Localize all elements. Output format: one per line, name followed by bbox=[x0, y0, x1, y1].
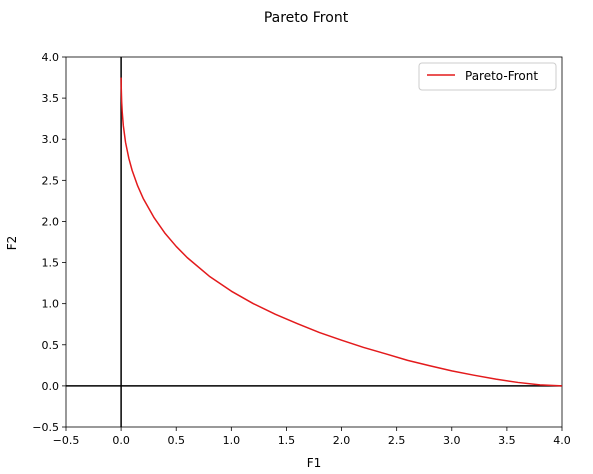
x-tick-label: 1.5 bbox=[278, 434, 296, 447]
y-tick-label: 3.0 bbox=[42, 133, 60, 146]
x-tick-label: −0.5 bbox=[53, 434, 80, 447]
x-axis-ticks: −0.5 0.0 0.5 1.0 1.5 2.0 2.5 3.0 3.5 4.0 bbox=[53, 427, 571, 447]
x-tick-label: 2.0 bbox=[333, 434, 351, 447]
y-axis-ticks: −0.5 0.0 0.5 1.0 1.5 2.0 2.5 3.0 3.5 4.0 bbox=[32, 51, 66, 434]
series-layer bbox=[120, 77, 563, 387]
y-tick-label: 0.0 bbox=[42, 380, 60, 393]
y-tick-label: 4.0 bbox=[42, 51, 60, 64]
chart-title: Pareto Front bbox=[264, 10, 349, 26]
legend: Pareto-Front bbox=[418, 62, 557, 91]
y-tick-label: 2.0 bbox=[42, 215, 60, 228]
x-tick-label: 0.5 bbox=[167, 434, 185, 447]
legend-entry-label: Pareto-Front bbox=[465, 69, 538, 83]
y-tick-label: 1.0 bbox=[42, 298, 60, 311]
x-tick-label: 3.5 bbox=[498, 434, 516, 447]
y-tick-label: 3.5 bbox=[42, 92, 60, 105]
x-axis-label: F1 bbox=[307, 456, 322, 470]
reference-lines bbox=[66, 57, 562, 427]
plot-area-frame bbox=[65, 56, 563, 428]
x-tick-label: 0.0 bbox=[112, 434, 130, 447]
x-tick-label: 4.0 bbox=[553, 434, 571, 447]
legend-box bbox=[418, 62, 557, 91]
y-tick-label: 0.5 bbox=[42, 339, 60, 352]
series-line-pareto-front bbox=[120, 77, 563, 387]
y-axis-label: F2 bbox=[5, 236, 19, 251]
x-tick-label: 1.0 bbox=[223, 434, 241, 447]
y-tick-label: 1.5 bbox=[42, 257, 60, 270]
y-tick-label: 2.5 bbox=[42, 174, 60, 187]
y-tick-label: −0.5 bbox=[32, 421, 59, 434]
x-tick-label: 2.5 bbox=[388, 434, 406, 447]
x-tick-label: 3.0 bbox=[443, 434, 461, 447]
